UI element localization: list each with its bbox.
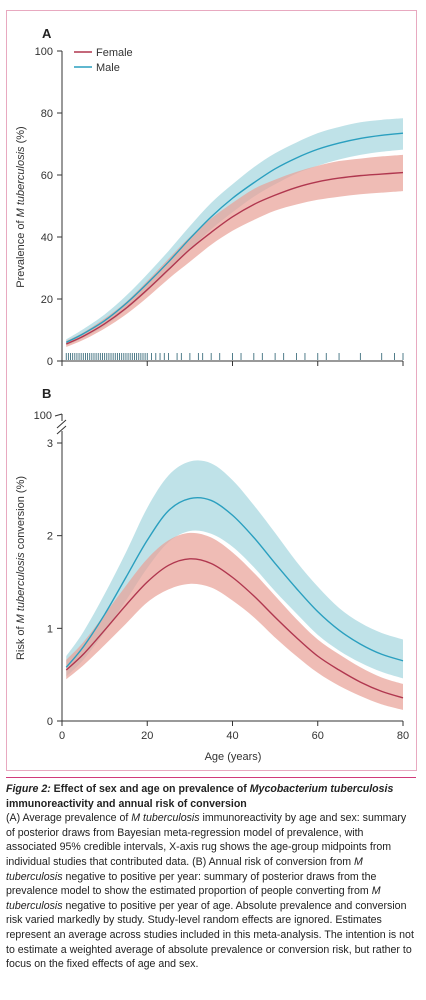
line-female <box>65 558 404 699</box>
y-tick-label: 100 <box>35 46 53 58</box>
x-tick-label: 0 <box>59 730 65 742</box>
y-tick-label: 80 <box>41 108 53 120</box>
y-tick-label: 0 <box>47 356 53 368</box>
y-tick-label: 3 <box>47 438 53 450</box>
panel-b-y-axis-title: Risk of M tuberculosis conversion (%) <box>15 476 27 660</box>
panel-b: B 100 0 1 2 3 0 20 40 60 80 Risk of M tuberculosi… <box>15 386 409 763</box>
x-tick-label: 60 <box>312 730 324 742</box>
panel-b-ticks: 100 0 1 2 3 0 20 40 60 80 <box>34 410 409 742</box>
legend-male-label: Male <box>96 62 120 74</box>
band-female <box>66 532 403 710</box>
axis-break-mark <box>56 425 67 435</box>
panel-a-y-axis-title: Prevalence of M tuberculosis (%) <box>15 126 27 287</box>
y-tick-label: 1 <box>47 623 53 635</box>
panel-b-bands <box>66 460 403 710</box>
band-female <box>66 154 403 348</box>
y-tick-label: 20 <box>41 294 53 306</box>
y-tick-label: 100 <box>34 410 52 422</box>
x-tick-label: 80 <box>397 730 409 742</box>
panel-a-rug <box>65 353 404 360</box>
line-male <box>65 497 404 668</box>
panel-a-legend: Female Male <box>74 47 133 74</box>
panel-b-x-axis-title: Age (years) <box>205 751 262 763</box>
figure-frame <box>6 10 417 771</box>
x-tick-label: 40 <box>226 730 238 742</box>
panel-b-letter: B <box>42 386 51 401</box>
axis-break-mark <box>56 419 67 429</box>
line-male <box>65 132 404 344</box>
y-tick <box>54 413 63 417</box>
panel-a: A 0 20 40 60 80 100 Prevalence of M tuberculo… <box>15 26 404 368</box>
panel-b-lines <box>65 497 404 699</box>
caption-figure-label: Figure 2: <box>6 783 51 795</box>
legend-female-label: Female <box>96 47 133 59</box>
panel-a-lines <box>65 132 404 345</box>
figure-caption: Figure 2: Effect of sex and age on preva… <box>6 777 416 972</box>
y-tick-label: 60 <box>41 170 53 182</box>
y-tick-label: 2 <box>47 531 53 543</box>
y-tick-label: 0 <box>47 716 53 728</box>
panel-a-letter: A <box>42 26 52 41</box>
band-male <box>66 460 403 679</box>
y-tick-label: 40 <box>41 232 53 244</box>
panel-a-bands <box>66 118 403 348</box>
caption-title: Figure 2: Effect of sex and age on preva… <box>6 783 394 810</box>
line-female <box>65 171 404 345</box>
caption-body: (A) Average prevalence of M tuberculosis… <box>6 812 414 971</box>
x-tick-label: 20 <box>141 730 153 742</box>
panel-a-ticks: 0 20 40 60 80 100 <box>35 46 404 368</box>
